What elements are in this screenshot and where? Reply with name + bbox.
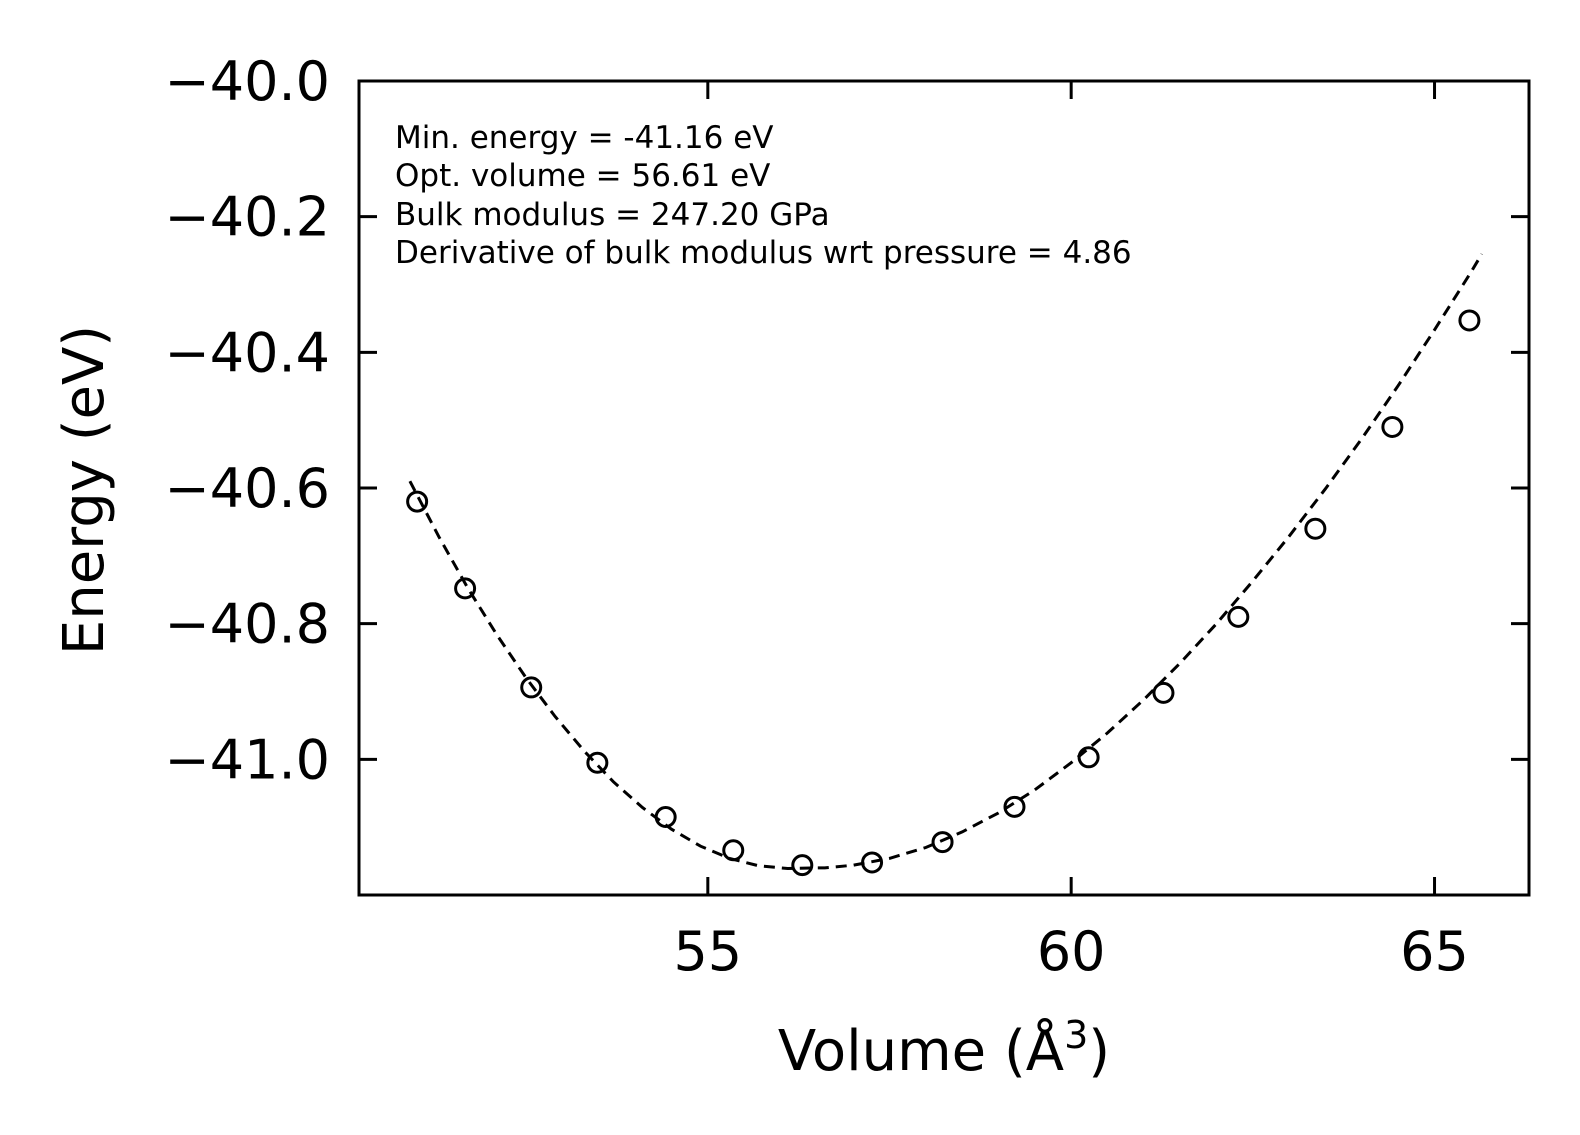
data-point (454, 577, 477, 600)
data-point (586, 751, 609, 774)
x-tick-label: 55 (673, 920, 742, 983)
data-point (1227, 605, 1250, 628)
y-tick-label: −40.0 (165, 50, 330, 113)
data-point (1458, 309, 1481, 332)
data-point (520, 676, 543, 699)
plot-frame (357, 79, 1531, 897)
data-point (791, 854, 814, 877)
fit-results-annotation: Min. energy = -41.16 eV Opt. volume = 56… (395, 120, 1132, 271)
x-axis-title-close: ) (1088, 1019, 1110, 1084)
x-axis-title-main: Volume (Å (778, 1018, 1064, 1084)
y-tick-label: −40.8 (165, 593, 330, 656)
x-axis-title: Volume (Å3) (778, 1013, 1110, 1084)
data-point (1152, 681, 1175, 704)
data-point (1003, 795, 1026, 818)
x-tick-label: 60 (1037, 920, 1106, 983)
data-point (1077, 746, 1100, 769)
plot-layer (359, 79, 1529, 895)
data-point (654, 805, 677, 828)
data-point (861, 851, 884, 874)
data-point (1381, 415, 1404, 438)
x-tick-label: 65 (1400, 920, 1469, 983)
y-tick-label: −41.0 (165, 728, 330, 791)
annotation-bulk-modulus-derivative: Derivative of bulk modulus wrt pressure … (395, 235, 1132, 271)
data-point (722, 839, 745, 862)
annotation-min-energy: Min. energy = -41.16 eV (395, 120, 773, 156)
data-point (406, 490, 429, 513)
fit-curve-line (408, 253, 1484, 871)
annotation-opt-volume: Opt. volume = 56.61 eV (395, 158, 770, 194)
annotation-bulk-modulus: Bulk modulus = 247.20 GPa (395, 197, 830, 233)
y-tick-label: −40.2 (165, 186, 330, 249)
data-point (931, 831, 954, 854)
x-axis-title-superscript: 3 (1064, 1013, 1088, 1057)
y-tick-label: −40.4 (165, 321, 330, 384)
y-axis-title: Energy (eV) (52, 325, 117, 655)
data-point (1304, 517, 1327, 540)
y-tick-label: −40.6 (165, 457, 330, 520)
